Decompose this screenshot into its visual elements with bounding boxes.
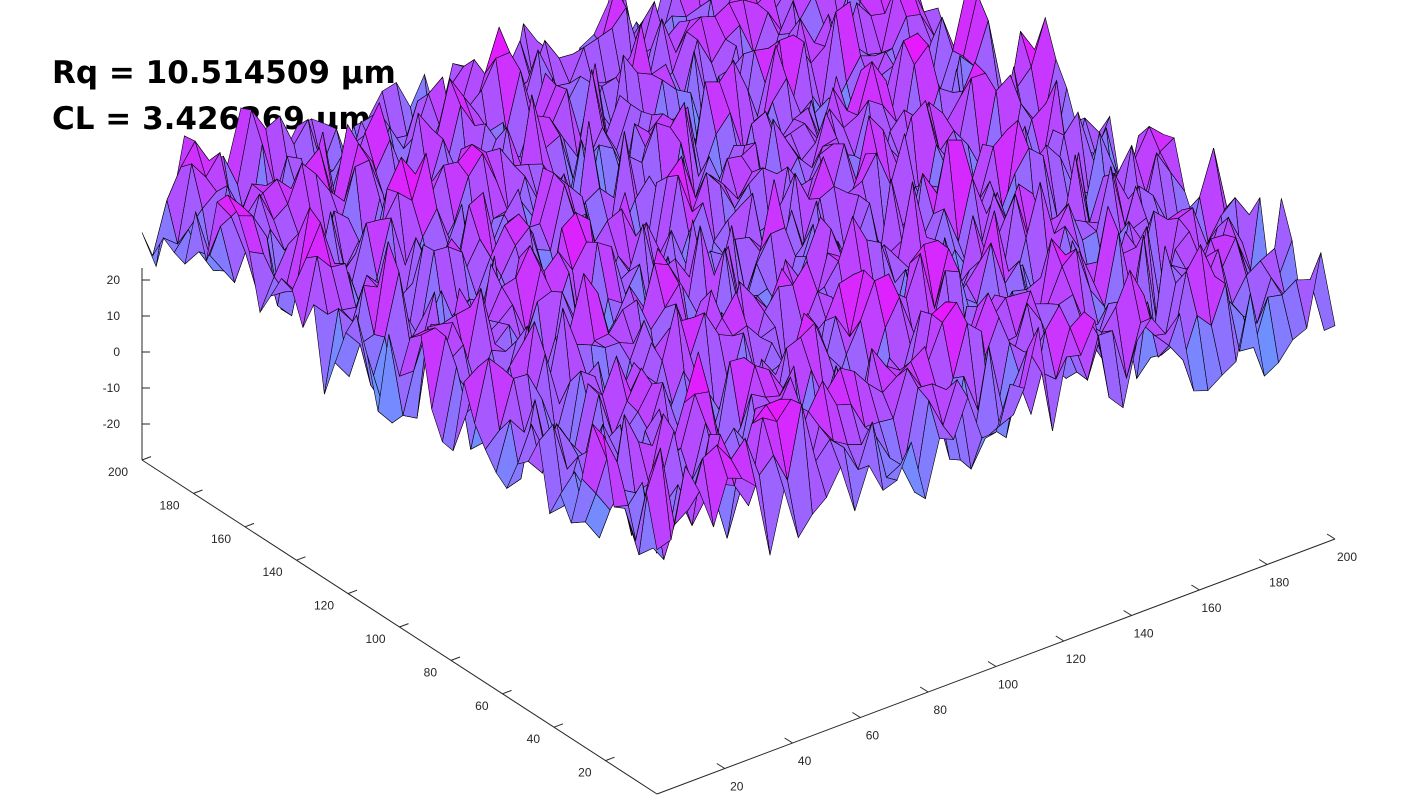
z-tick-label: 10 xyxy=(107,309,121,323)
x-tick-label: 160 xyxy=(1201,601,1221,615)
x-tick-mark xyxy=(987,661,997,667)
y-tick-mark xyxy=(399,623,409,628)
x-tick-label: 200 xyxy=(1337,550,1357,564)
y-tick-mark xyxy=(141,456,152,461)
y-axis-ticks: 20 40 60 80 100 120 140 160 180 200 xyxy=(108,456,615,780)
surface-facet xyxy=(645,448,672,551)
y-tick-label: 60 xyxy=(475,699,489,713)
y-tick-mark xyxy=(347,589,358,595)
x-tick-label: 120 xyxy=(1066,652,1086,666)
y-tick-mark xyxy=(553,723,564,728)
x-tick-mark xyxy=(784,737,793,744)
x-tick-mark xyxy=(1191,584,1200,591)
x-tick-mark xyxy=(1123,610,1132,616)
x-tick-label: 20 xyxy=(730,780,744,794)
y-tick-label: 120 xyxy=(314,599,334,613)
x-tick-mark xyxy=(852,712,861,718)
y-tick-label: 80 xyxy=(424,665,438,679)
y-tick-mark xyxy=(244,522,255,528)
x-tick-mark xyxy=(919,686,929,693)
x-tick-label: 100 xyxy=(998,678,1018,692)
y-tick-label: 180 xyxy=(159,498,179,512)
y-tick-label: 20 xyxy=(578,766,592,780)
z-axis-ticks: 20 10 0 -10 -20 xyxy=(103,273,150,431)
x-tick-mark xyxy=(1055,635,1065,642)
y-tick-mark xyxy=(450,656,461,661)
y-tick-label: 160 xyxy=(211,532,231,546)
x-axis-ticks: 20 40 60 80 100 120 140 160 180 200 xyxy=(716,533,1357,794)
y-tick-mark xyxy=(605,756,615,762)
z-tick-label: 20 xyxy=(107,273,121,287)
rq-value: Rq = 10.514509 µm xyxy=(52,55,396,91)
z-tick-label: -20 xyxy=(103,417,121,431)
roughness-stats: Rq = 10.514509 µm CL = 3.426269 µm xyxy=(52,50,396,142)
x-tick-mark xyxy=(716,763,726,769)
y-tick-mark xyxy=(193,489,203,494)
z-tick-label: -10 xyxy=(103,381,121,395)
y-tick-label: 200 xyxy=(108,465,128,479)
x-tick-label: 60 xyxy=(866,729,880,743)
x-tick-mark xyxy=(1326,533,1336,540)
x-tick-label: 80 xyxy=(934,703,948,717)
y-tick-mark xyxy=(502,689,512,695)
y-tick-label: 40 xyxy=(527,732,541,746)
z-tick-label: 0 xyxy=(113,345,120,359)
y-tick-mark xyxy=(296,556,306,561)
x-tick-label: 140 xyxy=(1134,627,1154,641)
y-tick-label: 100 xyxy=(365,632,385,646)
y-tick-label: 140 xyxy=(262,565,282,579)
x-tick-label: 40 xyxy=(798,754,812,768)
rough-surface-mesh xyxy=(141,0,1336,561)
x-tick-mark xyxy=(1258,559,1268,565)
x-tick-label: 180 xyxy=(1269,576,1289,590)
